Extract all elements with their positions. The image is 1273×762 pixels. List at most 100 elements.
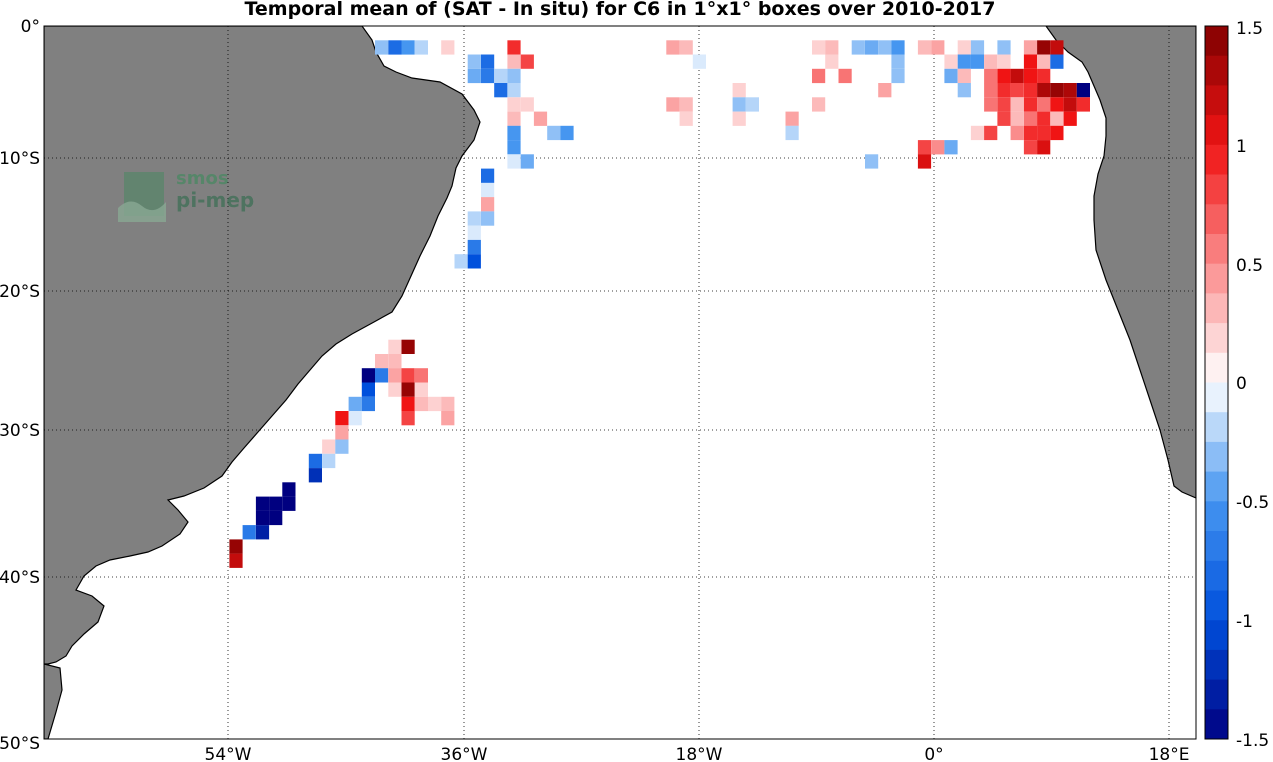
heatmap-cell [1037,111,1051,126]
heatmap-cell [441,396,455,412]
colorbar-bin [1205,293,1228,324]
colorbar-bin [1205,55,1228,86]
colorbar-tick-label: 0 [1236,374,1247,394]
y-tick-label: 20°S [0,282,40,302]
colorbar-ticks: 1.5 1 0.5 0 -0.5 -1 -1.5 [1236,19,1269,751]
heatmap-cell [547,125,561,141]
x-tick-label: 18°E [1149,745,1190,762]
heatmap-cell [414,40,428,55]
colorbar-tick-label: 1.5 [1236,19,1263,39]
heatmap-cell [282,496,296,511]
heatmap-cell [785,125,799,141]
heatmap-cell [1050,111,1064,126]
heatmap-cell [997,111,1011,126]
heatmap-cell [481,211,495,226]
y-axis: 0° 10°S 20°S 30°S 40°S 50°S [0,17,40,754]
heatmap-cell [507,154,521,169]
heatmap-cell [931,140,945,155]
heatmap-cell [997,97,1011,112]
heatmap-cell [481,197,495,212]
heatmap-cell [533,111,548,126]
heatmap-cell [838,68,852,84]
colorbar-tick-label: -1 [1236,612,1253,632]
heatmap-cell [1023,140,1038,155]
heatmap-cell [944,54,958,69]
heatmap-cell [282,482,296,497]
heatmap-cell [1023,40,1038,55]
colorbar-bin [1205,144,1228,175]
heatmap-cell [361,382,375,397]
heatmap-cell [401,396,415,412]
heatmap-cell [984,54,998,69]
heatmap-cell [494,83,508,98]
heatmap-cell [255,525,270,540]
heatmap-cell [957,40,971,55]
heatmap-cell [1010,97,1024,112]
heatmap-cell [375,354,389,369]
heatmap-cell [997,68,1011,84]
heatmap-cell [957,83,971,98]
colorbar-bin [1205,471,1228,502]
heatmap-cell [825,54,839,69]
heatmap-cell [732,97,746,112]
heatmap-cell [1037,83,1051,98]
heatmap-cell [984,68,998,84]
heatmap-cell [229,539,243,554]
heatmap-cell [1050,97,1064,112]
colorbar-bin [1205,620,1228,651]
heatmap-cells [229,40,1090,568]
heatmap-cell [401,40,415,55]
heatmap-cell [1023,54,1038,69]
heatmap-cell [481,168,495,183]
heatmap-cell [732,111,746,126]
x-axis: 54°W 36°W 18°W 0° 18°E [205,745,1190,762]
heatmap-cell [335,439,349,454]
heatmap-cell [917,154,932,169]
x-tick-label: 36°W [441,745,488,762]
heatmap-cell [666,97,680,112]
heatmap-cell [401,382,415,397]
heatmap-cell [520,97,534,112]
colorbar-bin [1205,382,1228,413]
heatmap-cell [1023,97,1038,112]
colorbar-bin [1205,412,1228,443]
heatmap-cell [322,439,336,454]
colorbar-bin [1205,590,1228,621]
colorbar-tick-label: 0.5 [1236,256,1263,276]
heatmap-cell [335,425,349,440]
heatmap-cell [970,54,985,69]
heatmap-cell [891,54,905,69]
heatmap-cell [666,40,680,55]
heatmap-cell [944,68,958,84]
heatmap-cell [1037,140,1051,155]
heatmap-cell [322,453,336,469]
colorbar-bin [1205,234,1228,265]
graticule [44,26,1196,739]
heatmap-cell [1023,111,1038,126]
logo-waves-icon [118,172,166,222]
heatmap-cell [388,339,402,354]
heatmap-cell [732,83,746,98]
colorbar-bin [1205,679,1228,710]
heatmap-cell [812,68,826,84]
colorbar-bin [1205,709,1228,740]
heatmap-cell [1023,83,1038,98]
colorbar-tick-label: 1 [1236,137,1247,157]
heatmap-cell [984,125,998,141]
heatmap-cell [507,140,521,155]
colorbar-bin [1205,441,1228,473]
colorbar-bin [1205,85,1228,116]
heatmap-cell [997,54,1011,69]
x-tick-label: 54°W [205,745,252,762]
heatmap-cell [467,54,481,69]
heatmap-cell [229,553,243,568]
heatmap-cell [1063,83,1077,98]
x-tick-label: 0° [924,745,943,762]
heatmap-cell [361,396,375,412]
heatmap-cell [1076,97,1090,112]
heatmap-cell [679,40,693,55]
heatmap-cell [878,83,892,98]
heatmap-cell [560,125,574,141]
south-america-south-tip [44,663,63,739]
heatmap-cell [997,40,1011,55]
